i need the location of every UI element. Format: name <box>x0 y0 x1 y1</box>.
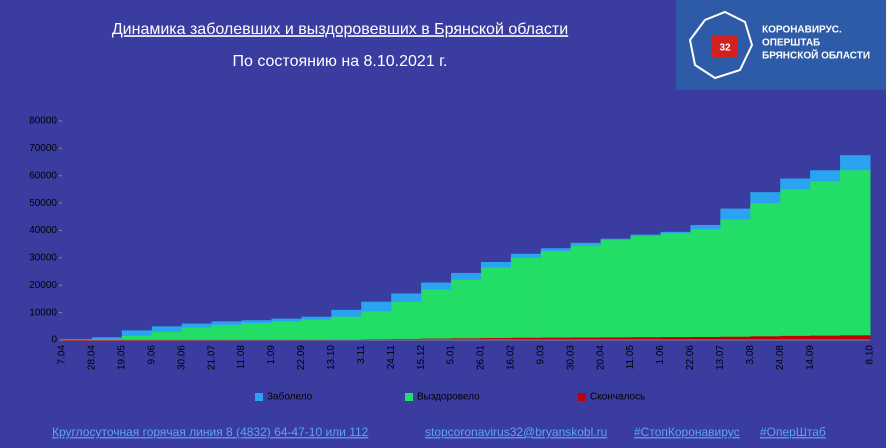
bar <box>391 301 422 340</box>
chart-title: Динамика заболевших и выздоровевших в Бр… <box>112 21 568 38</box>
footer-link[interactable]: Круглосуточная горячая линия 8 (4832) 64… <box>52 425 369 439</box>
y-tick-label: 20000 <box>29 280 57 291</box>
bar <box>720 336 751 340</box>
x-tick-label: 9.03 <box>535 345 546 365</box>
x-tick-label: 24.11 <box>386 345 397 370</box>
x-tick-label: 24.08 <box>775 345 786 370</box>
x-tick-label: 20.04 <box>595 345 606 370</box>
legend-swatch <box>578 393 586 401</box>
x-tick-label: 9.06 <box>146 345 157 365</box>
bar <box>271 321 302 340</box>
y-tick-label: 50000 <box>29 198 57 209</box>
bar <box>510 337 542 340</box>
bar <box>810 181 841 340</box>
legend-swatch <box>405 393 413 401</box>
bar <box>540 337 572 340</box>
bar <box>151 331 183 340</box>
x-tick-label: 1.06 <box>655 345 666 365</box>
bar <box>361 311 392 340</box>
y-tick-label: 30000 <box>29 253 57 264</box>
legend-label: Заболело <box>267 391 313 403</box>
bar <box>630 337 662 340</box>
bar <box>780 335 811 340</box>
bar <box>301 319 332 340</box>
bar <box>720 219 751 340</box>
logo-badge <box>712 35 738 57</box>
x-tick-label: 5.01 <box>446 345 457 365</box>
footer-link[interactable]: #СтопКоронавирус <box>634 425 740 439</box>
legend-swatch <box>255 393 263 401</box>
bar <box>480 338 512 340</box>
bar <box>780 189 811 340</box>
bar <box>660 233 691 340</box>
bar <box>600 240 632 340</box>
x-tick-label: 28.04 <box>87 345 98 370</box>
chart-subtitle: По состоянию на 8.10.2021 г. <box>233 53 448 70</box>
bar <box>750 336 781 340</box>
legend-label: Выздоровело <box>417 392 480 403</box>
bar <box>840 335 871 340</box>
x-tick-label: 14.09 <box>805 345 816 370</box>
bar <box>510 257 542 340</box>
bar <box>840 170 871 340</box>
bar <box>421 289 452 340</box>
bar <box>421 338 452 340</box>
x-tick-label: 15.12 <box>416 345 427 370</box>
y-tick-label: 60000 <box>29 170 57 181</box>
bar <box>750 203 781 340</box>
bar <box>570 245 602 340</box>
bar <box>570 337 602 340</box>
y-tick-label: 40000 <box>29 225 57 236</box>
x-tick-label: 16.02 <box>506 345 517 370</box>
footer-link[interactable]: #ОперШтаб <box>760 425 826 439</box>
logo-map <box>688 10 754 80</box>
x-tick-label: 26.01 <box>476 345 487 370</box>
bar <box>690 229 721 340</box>
bar <box>91 337 123 340</box>
legend-label: Скончалось <box>590 392 645 403</box>
bar <box>391 338 422 340</box>
x-tick-label: 13.10 <box>326 345 337 370</box>
x-tick-label: 30.06 <box>176 345 187 370</box>
x-tick-label: 3.08 <box>745 345 756 365</box>
y-tick-label: 0 <box>51 335 57 346</box>
x-tick-label: 13.07 <box>715 345 726 370</box>
x-tick-label: 19.05 <box>116 345 127 370</box>
bar <box>451 279 482 340</box>
bar <box>810 335 841 340</box>
bar <box>331 316 362 340</box>
x-tick-label: 8.10 <box>865 345 876 365</box>
y-tick-label: 70000 <box>29 143 57 154</box>
x-tick-label: 1.09 <box>266 345 277 365</box>
x-tick-label: 7.04 <box>57 345 68 365</box>
logo-badge-text: 32 <box>719 43 731 54</box>
y-tick-label: 80000 <box>29 116 57 127</box>
bar <box>211 324 243 340</box>
logo-text: ОПЕРШТАБ <box>762 38 820 49</box>
bar <box>121 335 153 340</box>
bar <box>181 327 213 340</box>
x-tick-label: 22.06 <box>685 345 696 370</box>
bar <box>540 251 572 340</box>
bar <box>600 337 632 340</box>
y-tick-label: 10000 <box>29 307 57 318</box>
x-tick-label: 21.07 <box>206 345 217 370</box>
x-tick-label: 11.05 <box>625 345 636 370</box>
bar <box>660 337 691 340</box>
logo-text: БРЯНСКОЙ ОБЛАСТИ <box>762 49 870 62</box>
logo-text: КОРОНАВИРУС. <box>762 25 842 36</box>
bar <box>630 235 662 340</box>
bar <box>121 330 153 340</box>
bar <box>690 336 721 340</box>
x-tick-label: 22.09 <box>296 345 307 370</box>
bar <box>480 267 512 340</box>
x-tick-label: 3.11 <box>356 345 367 364</box>
bar <box>241 323 272 340</box>
bar <box>451 338 482 340</box>
x-tick-label: 30.03 <box>565 345 576 370</box>
x-tick-label: 11.08 <box>236 345 247 370</box>
footer-link[interactable]: stopcoronavirus32@bryanskobl.ru <box>425 425 607 439</box>
